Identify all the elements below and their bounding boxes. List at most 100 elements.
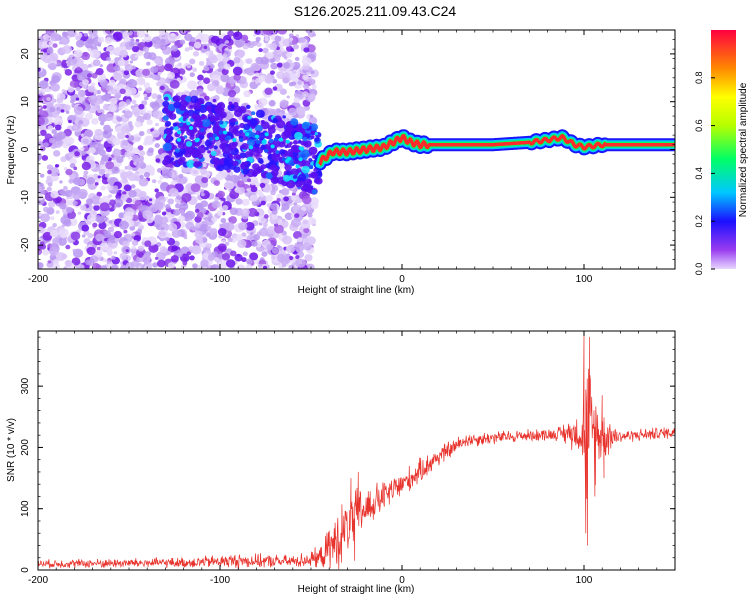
spectrogram-noise-blob: [52, 222, 57, 228]
spectrogram-noise-blob: [159, 175, 164, 180]
spectrogram-noise-blob: [148, 243, 159, 253]
spectrogram-band-blob: [169, 126, 175, 131]
spectrogram-noise-blob: [130, 38, 135, 42]
spectrogram-noise-blob: [51, 75, 61, 84]
spectrogram-noise-blob: [120, 194, 128, 201]
spectrogram-noise-blob: [200, 259, 209, 268]
spectrogram-noise-blob: [309, 79, 316, 85]
spectrogram-noise-blob: [189, 36, 196, 43]
spectrogram-band-blob: [173, 101, 182, 109]
spectrogram-noise-blob: [48, 62, 57, 71]
spectrogram-noise-blob: [193, 41, 202, 49]
spectrogram-noise-blob: [195, 236, 204, 244]
spectrogram-noise-blob: [274, 35, 282, 42]
spectrogram-noise-blob: [154, 188, 159, 193]
spectrogram-noise-blob: [134, 136, 141, 142]
spectrogram-noise-blob: [94, 143, 99, 148]
spectrogram-x-tick-label: 0: [399, 274, 405, 285]
snr-y-tick-label: 0: [20, 567, 31, 573]
spectrogram-noise-blob: [59, 202, 67, 210]
spectrogram-noise-blob: [262, 30, 273, 35]
spectrogram-noise-blob: [151, 129, 160, 138]
spectrogram-noise-blob: [102, 129, 112, 139]
spectrogram-noise-blob: [125, 99, 131, 104]
spectrogram-noise-blob: [286, 95, 290, 99]
spectrogram-band-blob: [283, 130, 292, 138]
spectrogram-noise-blob: [56, 62, 61, 67]
spectrogram-noise-blob: [182, 89, 190, 97]
chart-title: S126.2025.211.09.43.C24: [294, 3, 457, 19]
spectrogram-noise-blob: [270, 190, 276, 196]
spectrogram-band-blob: [272, 118, 279, 124]
spectrogram-noise-blob: [98, 198, 105, 204]
spectrogram-noise-blob: [297, 237, 303, 243]
spectrogram-bright-spot: [285, 139, 290, 144]
spectrogram-bright-spot: [186, 121, 191, 126]
spectrogram-noise-blob: [288, 107, 297, 116]
spectrogram-noise-blob: [136, 30, 146, 38]
spectrogram-noise-blob: [46, 97, 51, 102]
spectrogram-noise-blob: [144, 33, 149, 38]
spectrogram-noise-blob: [311, 84, 317, 89]
spectrogram-noise-blob: [146, 119, 153, 125]
spectrogram-noise-blob: [72, 59, 78, 64]
spectrogram-noise-blob: [99, 160, 105, 165]
spectrogram-noise-blob: [249, 194, 258, 202]
spectrogram-noise-blob: [295, 258, 306, 268]
spectrogram-x-tick-label: 100: [576, 274, 593, 285]
spectrogram-noise-blob: [68, 151, 75, 158]
spectrogram-noise-blob: [186, 64, 191, 69]
spectrogram-noise-blob: [200, 223, 209, 232]
spectrogram-noise-blob: [73, 125, 78, 130]
spectrogram-noise-blob: [154, 57, 161, 64]
spectrogram-band-blob: [249, 118, 258, 127]
spectrogram-bright-spot: [239, 137, 244, 142]
spectrogram-noise-blob: [276, 198, 281, 202]
spectrogram-noise-blob: [217, 227, 227, 237]
spectrogram-band-blob: [224, 159, 230, 165]
spectrogram-noise-blob: [164, 196, 169, 200]
spectrogram-noise-blob: [235, 234, 244, 242]
colorbar-tick-label: 0.4: [694, 167, 704, 180]
spectrogram-noise-blob: [87, 213, 97, 223]
spectrogram-band-blob: [193, 161, 201, 168]
spectrogram-band-blob: [210, 150, 217, 157]
spectrogram-noise-blob: [200, 200, 209, 208]
spectrogram-noise-blob: [310, 70, 315, 75]
spectrogram-noise-blob: [151, 54, 156, 58]
spectrogram-noise-blob: [292, 70, 297, 74]
spectrogram-noise-blob: [63, 167, 68, 171]
spectrogram-noise-blob: [191, 245, 202, 255]
spectrogram-band-blob: [300, 140, 306, 146]
spectrogram-noise-blob: [236, 186, 245, 195]
spectrogram-noise-blob: [56, 106, 61, 111]
spectrogram-band-blob: [211, 140, 216, 145]
spectrogram-noise-blob: [48, 41, 54, 46]
spectrogram-noise-blob: [270, 57, 276, 63]
spectrogram-noise-blob: [288, 42, 293, 46]
spectrogram-noise-blob: [189, 58, 196, 65]
spectrogram-noise-blob: [173, 209, 181, 216]
spectrogram-noise-blob: [170, 255, 179, 263]
spectrogram-noise-blob: [201, 252, 209, 259]
spectrogram-noise-blob: [293, 44, 299, 50]
spectrogram-noise-blob: [61, 31, 69, 38]
spectrogram-noise-blob: [98, 168, 106, 175]
spectrogram-noise-blob: [68, 178, 74, 184]
spectrogram-noise-blob: [164, 63, 173, 72]
spectrogram-noise-blob: [80, 204, 87, 211]
spectrogram-noise-blob: [64, 259, 73, 267]
spectrogram-noise-blob: [219, 153, 224, 158]
spectrogram-band-blob: [174, 148, 181, 153]
spectrogram-band-blob: [162, 115, 169, 121]
colorbar-label: Normalized spectral amplitude: [738, 82, 749, 217]
spectrogram-noise-blob: [124, 143, 134, 152]
spectrogram-noise-blob: [54, 164, 59, 168]
spectrogram-noise-blob: [217, 243, 227, 252]
spectrogram-band-blob: [254, 124, 263, 133]
spectrogram-noise-blob: [86, 38, 93, 44]
spectrogram-noise-blob: [294, 56, 300, 62]
spectrogram-noise-blob: [157, 71, 162, 76]
spectrogram-noise-blob: [217, 68, 222, 72]
